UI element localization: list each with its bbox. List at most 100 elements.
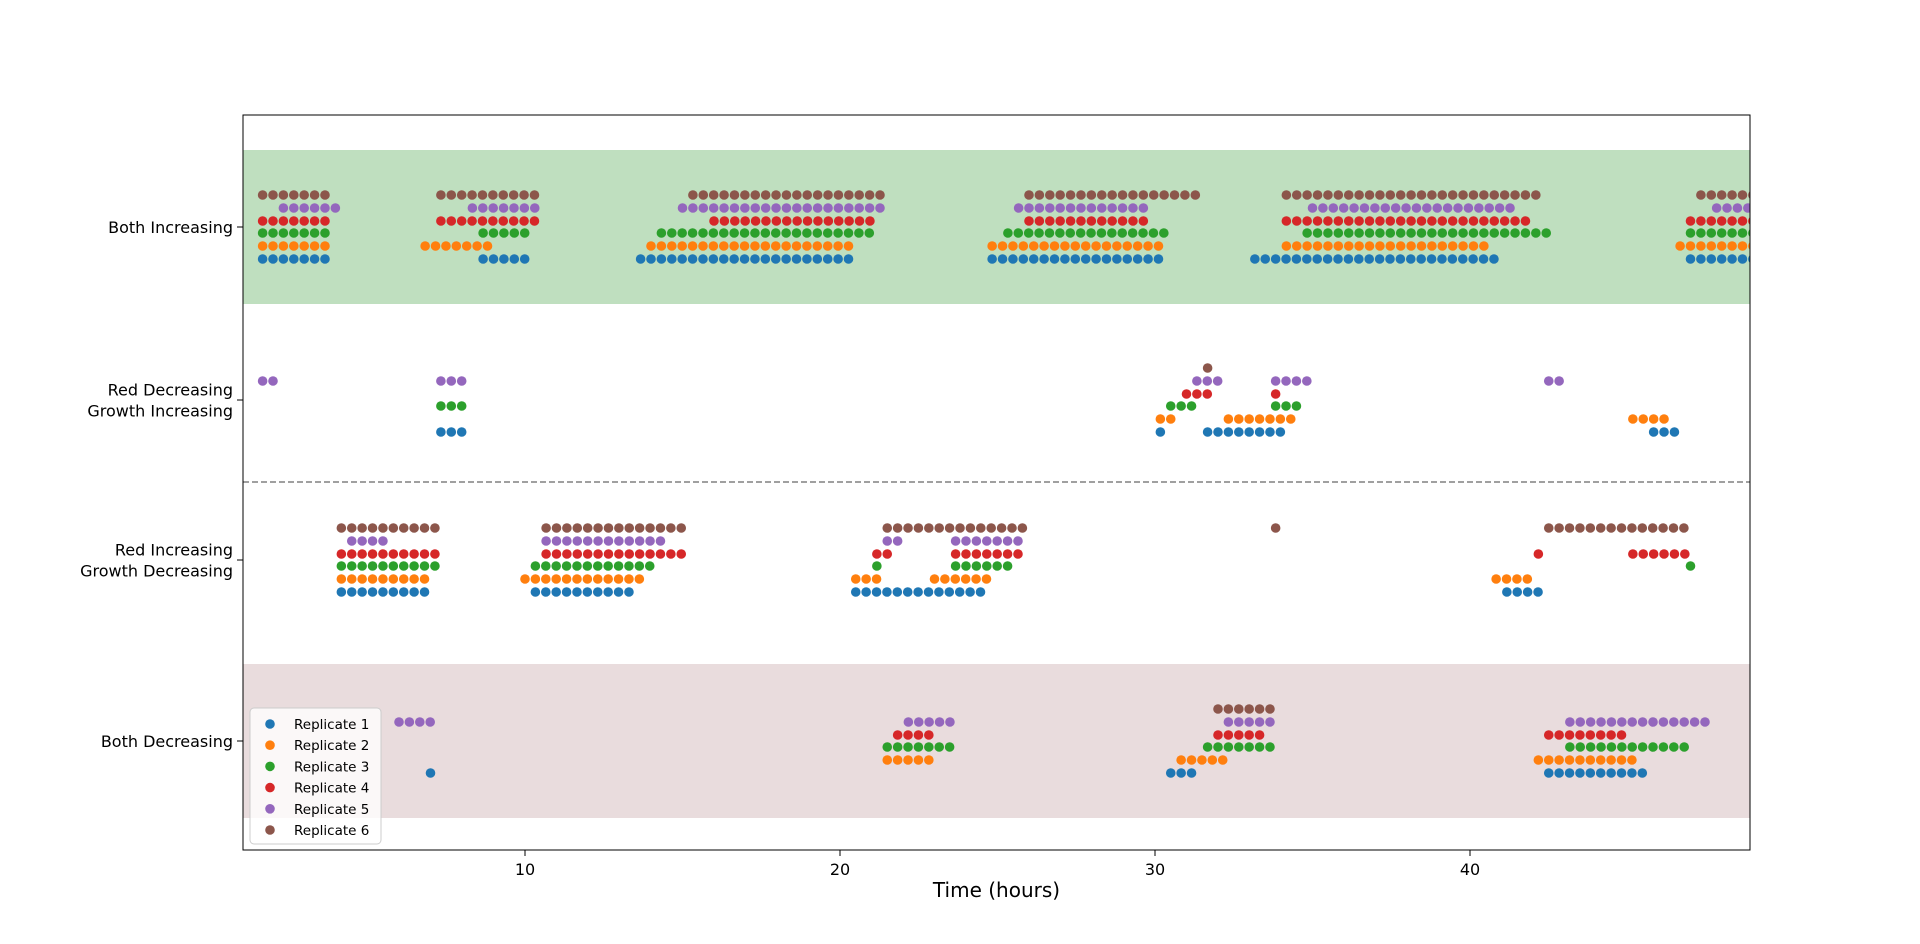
data-point <box>1024 203 1034 213</box>
data-point <box>309 254 320 264</box>
data-point <box>1265 427 1275 437</box>
data-point <box>419 587 430 597</box>
legend-item: Replicate 3 <box>265 759 369 775</box>
data-point <box>482 241 493 251</box>
data-point <box>965 587 975 597</box>
data-point <box>1338 203 1349 213</box>
data-point <box>409 523 419 533</box>
data-point <box>278 190 289 200</box>
data-point <box>854 228 864 238</box>
data-point <box>634 561 645 571</box>
data-point <box>1617 717 1627 727</box>
data-point <box>1223 742 1234 752</box>
data-point <box>1416 190 1427 200</box>
data-point <box>902 587 913 597</box>
data-point <box>940 574 950 584</box>
x-tick-label: 40 <box>1460 860 1480 879</box>
data-point <box>357 561 367 571</box>
data-point <box>1107 228 1117 238</box>
data-point <box>750 254 760 264</box>
data-point <box>1223 717 1234 727</box>
data-point <box>1285 414 1296 424</box>
data-point <box>1585 730 1596 740</box>
data-point <box>551 587 561 597</box>
data-point <box>708 203 719 213</box>
data-point <box>1606 730 1616 740</box>
data-point <box>1416 241 1427 251</box>
data-point <box>1091 254 1101 264</box>
data-point <box>1112 241 1122 251</box>
data-point <box>1458 190 1468 200</box>
data-point <box>1395 228 1406 238</box>
data-point <box>750 216 761 226</box>
data-point <box>1307 203 1318 213</box>
data-point <box>357 549 367 559</box>
data-point <box>1159 228 1169 238</box>
legend-item: Replicate 6 <box>265 823 369 839</box>
data-point <box>781 241 791 251</box>
data-point <box>320 228 330 238</box>
data-point <box>436 401 446 411</box>
data-point <box>1302 254 1312 264</box>
data-point <box>1323 216 1333 226</box>
data-point <box>378 574 388 584</box>
data-point <box>1132 241 1143 251</box>
data-point <box>1354 241 1364 251</box>
data-point <box>944 742 955 752</box>
data-point <box>1044 203 1055 213</box>
data-point <box>1512 574 1522 584</box>
data-point <box>1122 254 1133 264</box>
data-point <box>1065 228 1076 238</box>
data-point <box>1180 190 1190 200</box>
data-point <box>903 730 913 740</box>
data-point <box>761 216 771 226</box>
data-point <box>1055 203 1065 213</box>
data-point <box>436 376 446 386</box>
data-point <box>1627 742 1638 752</box>
data-point <box>1176 401 1186 411</box>
data-point <box>357 574 367 584</box>
data-point <box>1478 254 1489 264</box>
data-point <box>1122 241 1133 251</box>
data-point <box>1155 414 1166 424</box>
data-point <box>934 717 945 727</box>
data-point <box>1039 241 1049 251</box>
data-point <box>861 587 871 597</box>
data-point <box>850 574 861 584</box>
data-point <box>1281 190 1292 200</box>
data-point <box>446 376 457 386</box>
data-point <box>1554 768 1564 778</box>
data-point <box>1002 549 1013 559</box>
data-point <box>1385 254 1395 264</box>
data-point <box>540 587 551 597</box>
data-point <box>1265 704 1275 714</box>
data-point <box>1531 228 1541 238</box>
data-point <box>1244 717 1254 727</box>
data-point <box>1254 730 1265 740</box>
data-point <box>1401 203 1411 213</box>
data-point <box>1510 228 1520 238</box>
data-point <box>1375 216 1385 226</box>
data-point <box>1585 768 1596 778</box>
data-point <box>388 549 399 559</box>
data-point <box>813 216 823 226</box>
data-point <box>367 561 378 571</box>
data-point <box>1406 228 1416 238</box>
data-point <box>540 561 551 571</box>
data-point <box>278 241 289 251</box>
data-point <box>1679 742 1689 752</box>
data-point <box>750 241 760 251</box>
data-point <box>1333 190 1344 200</box>
data-point <box>1520 216 1531 226</box>
data-point <box>488 203 498 213</box>
data-point <box>456 427 467 437</box>
data-point <box>812 241 823 251</box>
data-point <box>419 561 430 571</box>
data-point <box>1416 254 1426 264</box>
data-point <box>425 768 436 778</box>
data-point <box>1395 216 1406 226</box>
data-point <box>603 561 613 571</box>
data-point <box>1186 401 1197 411</box>
data-point <box>582 536 593 546</box>
data-point <box>729 254 739 264</box>
